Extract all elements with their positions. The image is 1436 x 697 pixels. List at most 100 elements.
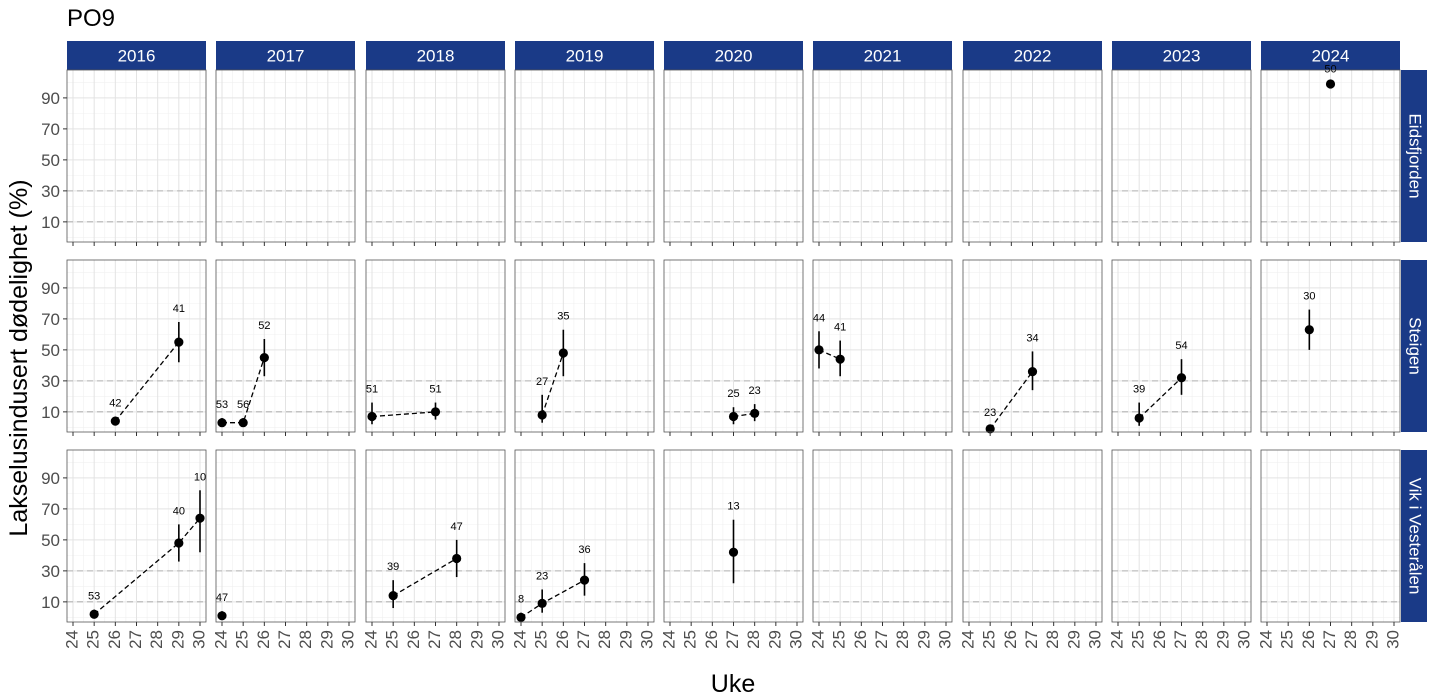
panel-2023-3: 24 25 26 27 28 29 30 <box>1107 449 1253 649</box>
n-label: 34 <box>1026 332 1038 344</box>
panel-2021-3: 24 25 26 27 28 29 30 <box>808 449 954 649</box>
facet-strip-label: 2017 <box>267 47 305 66</box>
panel-2024-1: 50 <box>1260 63 1401 246</box>
y-tick-label: 30 <box>41 182 60 201</box>
n-label: 42 <box>109 398 121 410</box>
facet-panels: 2016 2017 2018 2019 2020 2021 2022 2023 2024 Eids… <box>41 41 1427 649</box>
x-tick-label: 26 <box>553 630 572 649</box>
n-label: 30 <box>1303 291 1315 303</box>
data-point <box>516 612 526 622</box>
x-tick-label: 27 <box>126 630 145 649</box>
x-tick-label: 28 <box>296 630 315 649</box>
row-strip-3 <box>1401 450 1427 622</box>
data-point <box>537 598 547 609</box>
n-label: 8 <box>518 594 524 606</box>
panel-2017-2: 53 56 52 <box>215 259 356 436</box>
n-label: 41 <box>834 322 846 334</box>
data-point <box>174 538 184 548</box>
n-label: 39 <box>387 561 399 573</box>
n-label: 44 <box>813 312 825 324</box>
n-label: 10 <box>194 471 206 483</box>
facet-strip-2022 <box>963 41 1102 70</box>
panel-2018-2: 51 51 <box>365 259 506 436</box>
x-tick-label: 27 <box>1171 630 1190 649</box>
x-tick-label: 30 <box>786 630 805 649</box>
x-tick-label: 25 <box>980 630 999 649</box>
data-point <box>452 553 462 564</box>
x-tick-label: 26 <box>851 630 870 649</box>
data-point <box>388 591 398 601</box>
facet-strip-label: 2019 <box>566 47 604 66</box>
data-point <box>174 337 184 347</box>
x-tick-label: 30 <box>935 630 954 649</box>
data-point <box>537 410 547 420</box>
y-tick-label: 10 <box>41 213 60 232</box>
n-label: 50 <box>1324 63 1336 75</box>
x-tick-label: 28 <box>1192 630 1211 649</box>
panel-2021-2: 44 41 <box>812 259 953 436</box>
panel-2018-1 <box>365 69 506 246</box>
y-tick-label: 50 <box>41 151 60 170</box>
n-label: 35 <box>557 311 569 323</box>
x-tick-label: 30 <box>637 630 656 649</box>
series-line <box>392 557 458 597</box>
x-tick-label: 29 <box>1064 630 1083 649</box>
data-point <box>750 408 760 419</box>
row-strip-label: Eidsfjorden <box>1406 113 1425 198</box>
panel-2017-1 <box>215 69 356 246</box>
facet-strip-2020 <box>664 41 803 70</box>
data-point <box>89 609 99 619</box>
x-tick-label: 29 <box>317 630 336 649</box>
x-tick-label: 28 <box>1043 630 1062 649</box>
facet-strip-2016 <box>67 41 206 70</box>
n-label: 23 <box>749 385 761 397</box>
x-tick-label: 30 <box>1383 630 1402 649</box>
x-tick-label: 29 <box>765 630 784 649</box>
facet-strip-label: 2024 <box>1312 47 1350 66</box>
y-tick-label: 70 <box>41 310 60 329</box>
x-tick-label: 26 <box>702 630 721 649</box>
panel-2016-2: 42 41 10 30 50 70 90 <box>41 259 207 436</box>
y-tick-label: 90 <box>41 279 60 298</box>
data-point <box>259 353 269 363</box>
x-tick-label: 28 <box>446 630 465 649</box>
x-tick-label: 30 <box>1085 630 1104 649</box>
data-point <box>728 411 739 422</box>
panel-2024-2: 30 <box>1260 259 1401 436</box>
x-tick-label: 30 <box>338 630 357 649</box>
n-label: 40 <box>173 505 185 517</box>
x-tick-label: 25 <box>830 630 849 649</box>
panel-2019-2: 27 35 <box>514 259 655 436</box>
series-line <box>1138 377 1182 419</box>
n-label: 53 <box>88 591 100 603</box>
data-point <box>579 575 590 585</box>
y-tick-label: 90 <box>41 469 60 488</box>
data-point <box>814 345 824 355</box>
n-label: 25 <box>727 388 739 400</box>
y-tick-label: 90 <box>41 89 60 108</box>
y-tick-label: 50 <box>41 531 60 550</box>
x-tick-label: 26 <box>404 630 423 649</box>
x-tick-label: 29 <box>467 630 486 649</box>
series-line <box>114 341 180 422</box>
data-point <box>1134 413 1144 423</box>
n-label: 36 <box>578 544 590 556</box>
x-tick-label: 27 <box>1022 630 1041 649</box>
x-tick-label: 26 <box>1001 630 1020 649</box>
data-point <box>558 348 568 358</box>
n-label: 54 <box>1175 340 1187 352</box>
x-tick-label: 24 <box>510 630 529 649</box>
facet-strip-label: 2023 <box>1163 47 1201 66</box>
x-tick-label: 28 <box>744 630 763 649</box>
y-tick-label: 30 <box>41 372 60 391</box>
x-tick-label: 27 <box>1320 630 1339 649</box>
x-tick-label: 24 <box>211 630 230 649</box>
x-tick-label: 29 <box>914 630 933 649</box>
n-label: 13 <box>727 501 739 513</box>
series-line <box>371 411 436 418</box>
series-line <box>541 352 564 416</box>
data-point <box>1304 325 1314 335</box>
y-tick-label: 70 <box>41 120 60 139</box>
x-tick-label: 29 <box>616 630 635 649</box>
